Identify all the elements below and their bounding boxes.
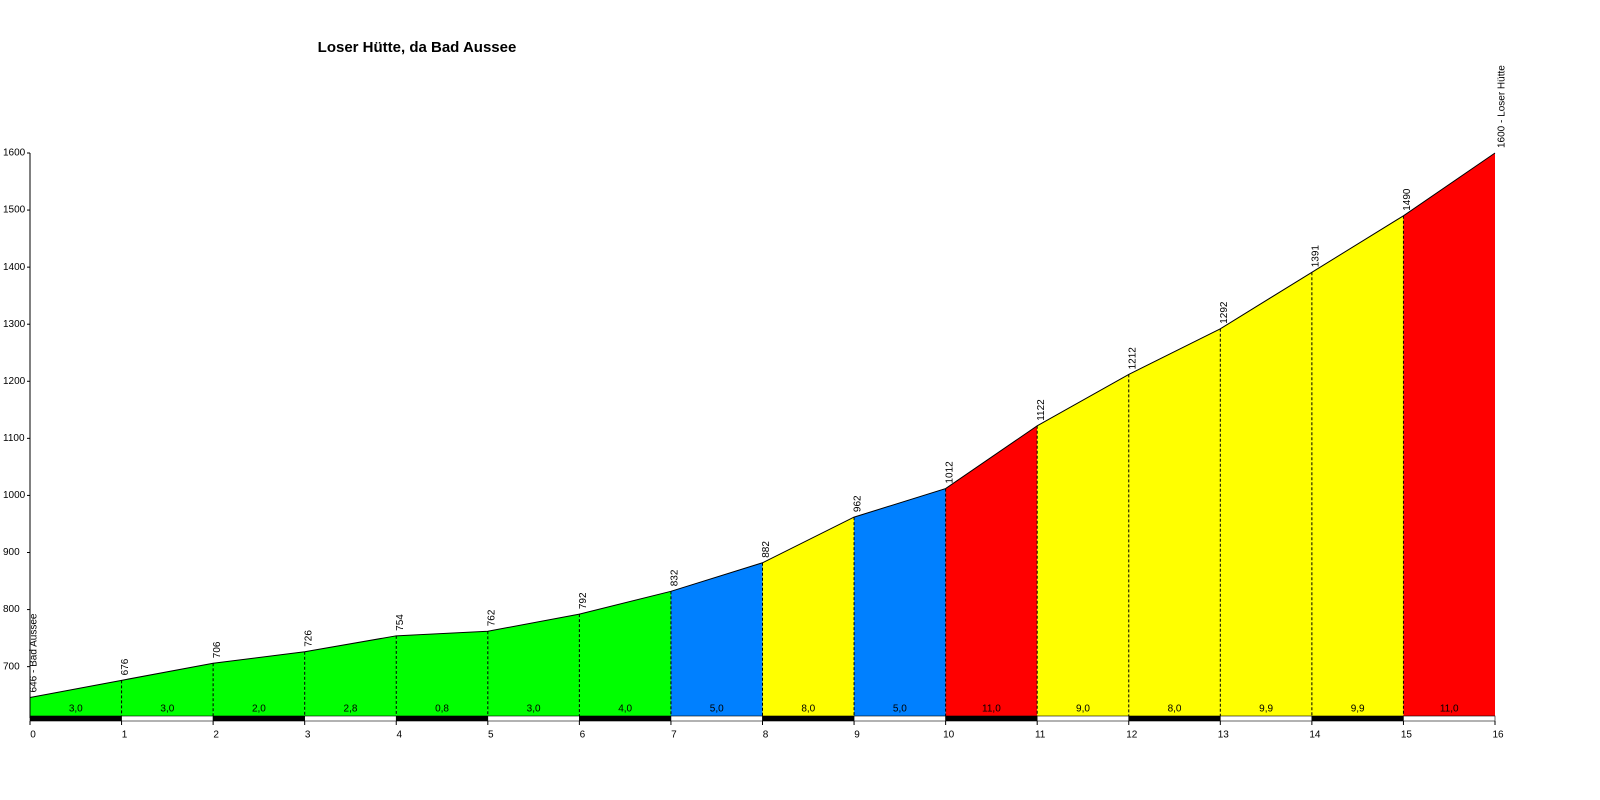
- gradient-label: 0,8: [435, 704, 449, 715]
- elevation-label: 882: [761, 541, 772, 558]
- gradient-label: 8,0: [801, 704, 815, 715]
- distance-strip: [304, 715, 397, 722]
- gradient-segment: [854, 488, 946, 718]
- x-tick-label: 4: [396, 730, 402, 741]
- elevation-label: 792: [578, 592, 589, 609]
- x-tick-label: 11: [1035, 730, 1046, 741]
- gradient-label: 2,8: [344, 704, 358, 715]
- gradient-label: 3,0: [69, 704, 83, 715]
- x-tick-label: 12: [1126, 730, 1138, 741]
- x-tick-label: 15: [1401, 730, 1413, 741]
- distance-strip: [1128, 715, 1221, 722]
- y-tick-label: 1200: [3, 376, 26, 387]
- gradient-segment: [487, 614, 580, 718]
- x-tick-label: 13: [1218, 730, 1230, 741]
- x-tick-label: 7: [671, 730, 677, 741]
- gradient-label: 9,9: [1259, 704, 1273, 715]
- x-tick-label: 9: [854, 730, 860, 741]
- elevation-label: 1122: [1036, 399, 1047, 421]
- profile-line: [29, 152, 1496, 698]
- distance-strip: [487, 715, 580, 722]
- distance-strip: [579, 715, 672, 722]
- distance-strip: [762, 715, 855, 722]
- elevation-label: 1012: [944, 461, 955, 484]
- chart-title: Loser Hütte, da Bad Aussee: [318, 39, 517, 56]
- gradient-label: 3,0: [160, 704, 174, 715]
- gradient-label: 5,0: [710, 704, 724, 715]
- y-tick-label: 1600: [3, 148, 26, 159]
- gradient-segment: [670, 562, 763, 718]
- distance-strip: [121, 715, 214, 722]
- x-tick-label: 6: [580, 730, 586, 741]
- gradient-segment: [1220, 272, 1312, 718]
- gradient-label: 9,0: [1076, 704, 1090, 715]
- gradient-label: 3,0: [527, 704, 541, 715]
- elevation-label: 1292: [1219, 301, 1230, 324]
- gradient-label: 11,0: [982, 704, 1001, 715]
- elevation-label: 762: [486, 609, 497, 626]
- distance-strip: [395, 715, 489, 722]
- distance-strip: [29, 715, 122, 722]
- y-tick-label: 1300: [3, 319, 26, 330]
- gradient-label: 5,0: [893, 704, 907, 715]
- gradient-segment: [579, 591, 671, 718]
- x-tick-label: 3: [305, 730, 311, 741]
- distance-strip: [945, 715, 1038, 722]
- x-tick-label: 10: [943, 730, 955, 741]
- elevation-label: 1391: [1311, 245, 1322, 268]
- distance-strip: [1036, 715, 1130, 722]
- elevation-label: 962: [853, 495, 864, 512]
- x-tick-label: 8: [763, 730, 769, 741]
- x-tick-label: 5: [488, 730, 494, 741]
- elevation-label: 1212: [1127, 347, 1138, 370]
- distance-strip: [853, 715, 946, 722]
- gradient-segment: [1403, 153, 1495, 718]
- elevation-label: 832: [670, 569, 681, 586]
- y-tick-label: 1000: [3, 490, 26, 501]
- y-tick-label: 1500: [3, 205, 26, 216]
- distance-strip: [212, 715, 305, 722]
- gradient-segment: [304, 635, 397, 718]
- gradient-segment: [396, 631, 488, 718]
- gradient-label: 11,0: [1440, 704, 1459, 715]
- x-tick-label: 1: [122, 730, 128, 741]
- gradient-segment: [1128, 328, 1221, 718]
- elevation-label: 1600 - Loser Hütte: [1497, 65, 1508, 148]
- x-tick-label: 0: [30, 730, 36, 741]
- distance-strip: [1403, 715, 1496, 722]
- gradient-label: 8,0: [1168, 704, 1182, 715]
- gradient-segment: [30, 680, 122, 718]
- elevation-label: 706: [212, 641, 223, 658]
- y-tick-label: 800: [3, 604, 20, 615]
- gradient-label: 9,9: [1351, 704, 1365, 715]
- gradient-segment: [213, 651, 305, 718]
- y-tick-label: 900: [3, 547, 20, 558]
- y-tick-label: 1400: [3, 262, 26, 273]
- x-tick-label: 14: [1309, 730, 1321, 741]
- elevation-label: 646 - Bad Aussee: [29, 613, 40, 692]
- gradient-segment: [1311, 215, 1404, 718]
- distance-strip: [1220, 715, 1313, 722]
- y-tick-label: 700: [3, 661, 20, 672]
- gradient-label: 4,0: [618, 704, 632, 715]
- gradient-segment: [945, 425, 1038, 718]
- elevation-label: 754: [395, 614, 406, 631]
- gradient-segment: [1037, 374, 1129, 718]
- distance-strip: [1311, 715, 1404, 722]
- distance-strip: [670, 715, 763, 722]
- x-tick-label: 16: [1492, 730, 1504, 741]
- elevation-label: 726: [303, 630, 314, 647]
- elevation-label: 676: [120, 658, 131, 675]
- gradient-segment: [762, 517, 855, 718]
- y-tick-label: 1100: [3, 433, 25, 444]
- gradient-label: 2,0: [252, 704, 266, 715]
- x-tick-label: 2: [213, 730, 219, 741]
- gradient-segment: [121, 663, 214, 718]
- elevation-label: 1490: [1402, 188, 1413, 211]
